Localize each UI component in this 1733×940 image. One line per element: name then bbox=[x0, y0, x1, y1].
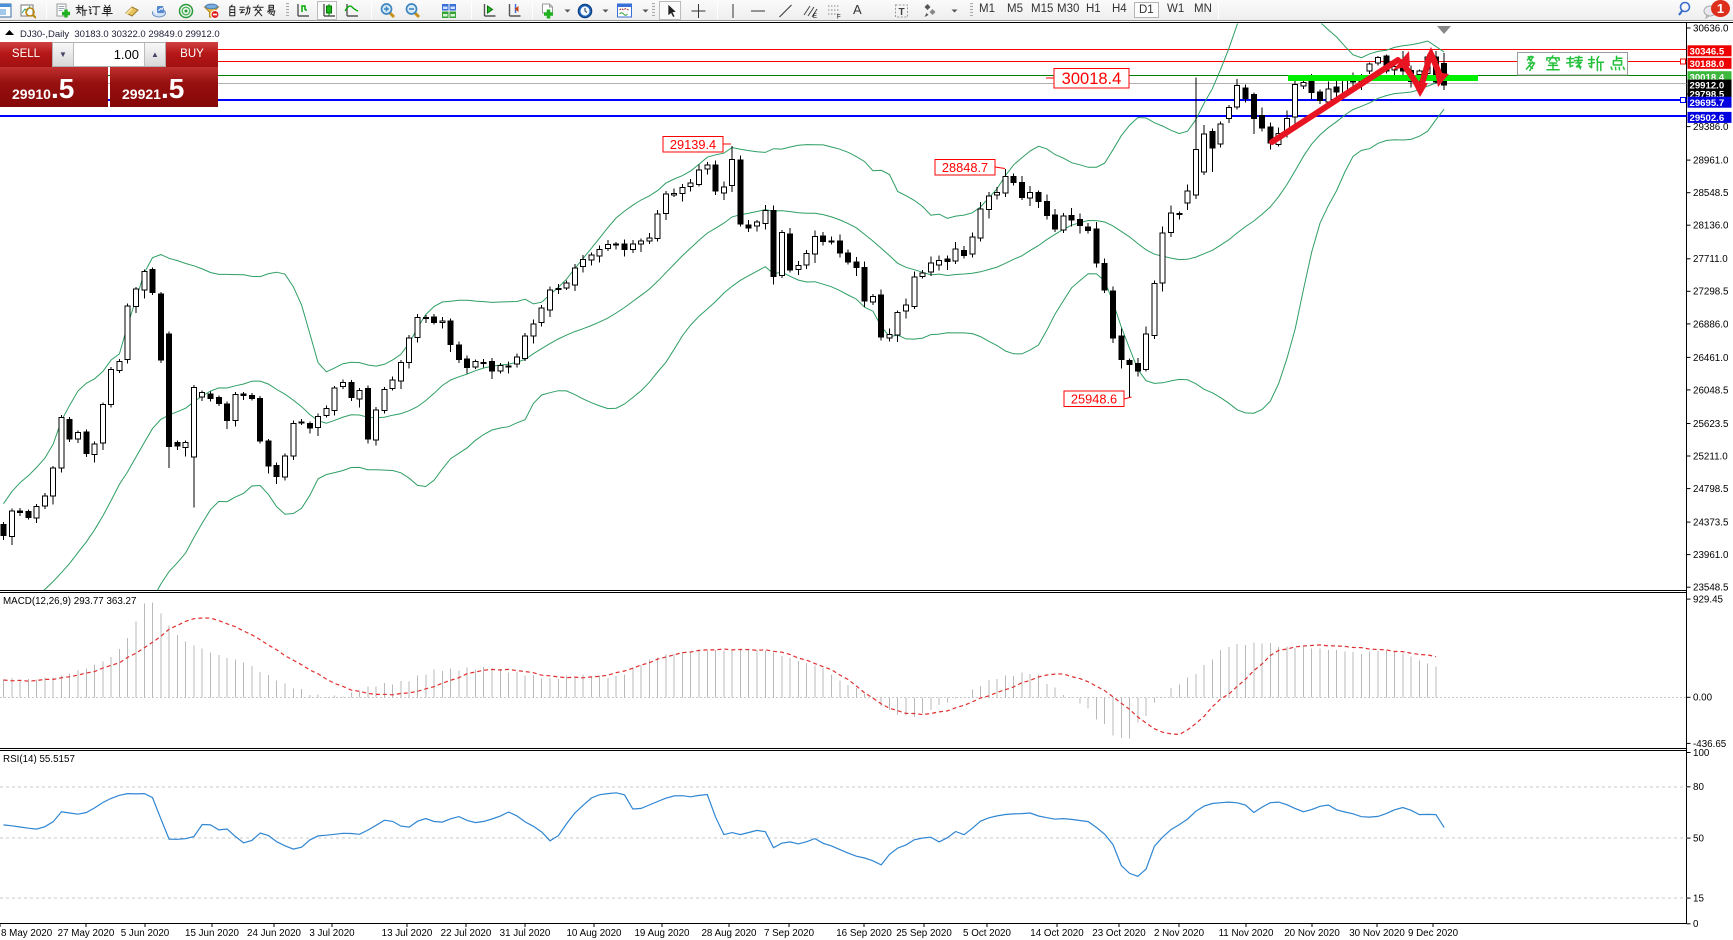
svg-text:24373.5: 24373.5 bbox=[1693, 518, 1729, 529]
svg-text:0: 0 bbox=[1693, 919, 1699, 930]
svg-text:28136.0: 28136.0 bbox=[1693, 221, 1729, 232]
svg-text:2 Nov 2020: 2 Nov 2020 bbox=[1154, 928, 1205, 939]
svg-text:28548.5: 28548.5 bbox=[1693, 188, 1729, 199]
svg-text:T: T bbox=[899, 7, 905, 18]
svg-text:29139.4: 29139.4 bbox=[670, 137, 716, 152]
svg-text:27298.5: 27298.5 bbox=[1693, 287, 1729, 298]
svg-text:30018.4: 30018.4 bbox=[1062, 70, 1122, 88]
svg-text:25 Sep 2020: 25 Sep 2020 bbox=[896, 928, 952, 939]
svg-text:31 Jul 2020: 31 Jul 2020 bbox=[500, 928, 551, 939]
svg-text:F: F bbox=[837, 15, 841, 20]
svg-text:28 Aug 2020: 28 Aug 2020 bbox=[701, 928, 757, 939]
svg-text:20 Nov 2020: 20 Nov 2020 bbox=[1284, 928, 1340, 939]
svg-text:23 Oct 2020: 23 Oct 2020 bbox=[1092, 928, 1146, 939]
svg-text:E: E bbox=[813, 14, 817, 19]
svg-text:23961.0: 23961.0 bbox=[1693, 550, 1729, 561]
svg-text:11 Nov 2020: 11 Nov 2020 bbox=[1219, 928, 1274, 939]
svg-text:30018.4: 30018.4 bbox=[1690, 72, 1725, 83]
svg-text:26461.0: 26461.0 bbox=[1693, 353, 1729, 364]
svg-text:14 Oct 2020: 14 Oct 2020 bbox=[1030, 928, 1084, 939]
svg-text:100: 100 bbox=[1693, 748, 1710, 759]
svg-text:16 Sep 2020: 16 Sep 2020 bbox=[836, 928, 892, 939]
svg-text:5 Oct 2020: 5 Oct 2020 bbox=[963, 928, 1011, 939]
svg-text:15 Jun 2020: 15 Jun 2020 bbox=[185, 928, 239, 939]
svg-text:80: 80 bbox=[1693, 782, 1704, 793]
svg-text:29502.6: 29502.6 bbox=[1690, 113, 1725, 124]
svg-text:3 Jul 2020: 3 Jul 2020 bbox=[309, 928, 355, 939]
svg-text:27 May 2020: 27 May 2020 bbox=[58, 928, 115, 939]
svg-text:28961.0: 28961.0 bbox=[1693, 156, 1729, 167]
svg-text:-436.65: -436.65 bbox=[1693, 739, 1727, 750]
svg-text:10 Aug 2020: 10 Aug 2020 bbox=[566, 928, 622, 939]
svg-text:13 Jul 2020: 13 Jul 2020 bbox=[382, 928, 433, 939]
svg-text:929.45: 929.45 bbox=[1693, 595, 1724, 606]
svg-text:15: 15 bbox=[1693, 894, 1704, 905]
svg-text:27711.0: 27711.0 bbox=[1693, 254, 1728, 265]
svg-text:29798.5: 29798.5 bbox=[1690, 90, 1725, 101]
svg-text:22 Jul 2020: 22 Jul 2020 bbox=[441, 928, 492, 939]
svg-text:30 Nov 2020: 30 Nov 2020 bbox=[1349, 928, 1405, 939]
svg-text:19 Aug 2020: 19 Aug 2020 bbox=[634, 928, 690, 939]
svg-text:7 Sep 2020: 7 Sep 2020 bbox=[764, 928, 815, 939]
svg-text:24798.5: 24798.5 bbox=[1693, 484, 1729, 495]
svg-text:0.00: 0.00 bbox=[1693, 693, 1713, 704]
svg-text:29386.0: 29386.0 bbox=[1693, 122, 1729, 133]
svg-text:30346.5: 30346.5 bbox=[1690, 46, 1725, 57]
svg-text:29912.0: 29912.0 bbox=[1690, 81, 1725, 92]
svg-text:8 May 2020: 8 May 2020 bbox=[1, 928, 53, 939]
svg-text:RSI(14) 55.5157: RSI(14) 55.5157 bbox=[3, 754, 75, 765]
svg-text:26886.0: 26886.0 bbox=[1693, 319, 1729, 330]
svg-text:DJ30-,Daily 30183.0 30322.0 2: DJ30-,Daily 30183.0 30322.0 29849.0 2991… bbox=[20, 29, 220, 40]
svg-text:29695.7: 29695.7 bbox=[1690, 98, 1725, 109]
svg-text:23548.5: 23548.5 bbox=[1693, 583, 1729, 594]
svg-text:MACD(12,26,9) 293.77 363.27: MACD(12,26,9) 293.77 363.27 bbox=[3, 596, 136, 607]
svg-text:30188.0: 30188.0 bbox=[1690, 59, 1725, 70]
svg-text:25623.5: 25623.5 bbox=[1693, 419, 1729, 430]
svg-text:30636.0: 30636.0 bbox=[1693, 23, 1729, 34]
svg-text:26048.5: 26048.5 bbox=[1693, 385, 1729, 396]
svg-text:25211.0: 25211.0 bbox=[1693, 451, 1728, 462]
svg-text:28848.7: 28848.7 bbox=[942, 160, 988, 175]
svg-text:50: 50 bbox=[1693, 834, 1704, 845]
svg-text:25948.6: 25948.6 bbox=[1071, 391, 1117, 406]
svg-text:5 Jun 2020: 5 Jun 2020 bbox=[121, 928, 170, 939]
svg-text:24 Jun 2020: 24 Jun 2020 bbox=[247, 928, 301, 939]
svg-text:9 Dec 2020: 9 Dec 2020 bbox=[1408, 928, 1459, 939]
